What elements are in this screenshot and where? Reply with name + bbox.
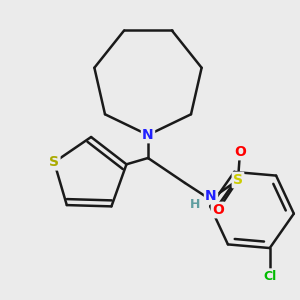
Text: S: S <box>233 173 243 187</box>
Text: N: N <box>205 189 217 203</box>
Text: O: O <box>212 203 224 217</box>
Text: Cl: Cl <box>263 270 276 283</box>
Text: S: S <box>49 155 59 169</box>
Text: N: N <box>142 128 154 142</box>
Text: O: O <box>234 145 246 159</box>
Text: H: H <box>190 197 200 211</box>
